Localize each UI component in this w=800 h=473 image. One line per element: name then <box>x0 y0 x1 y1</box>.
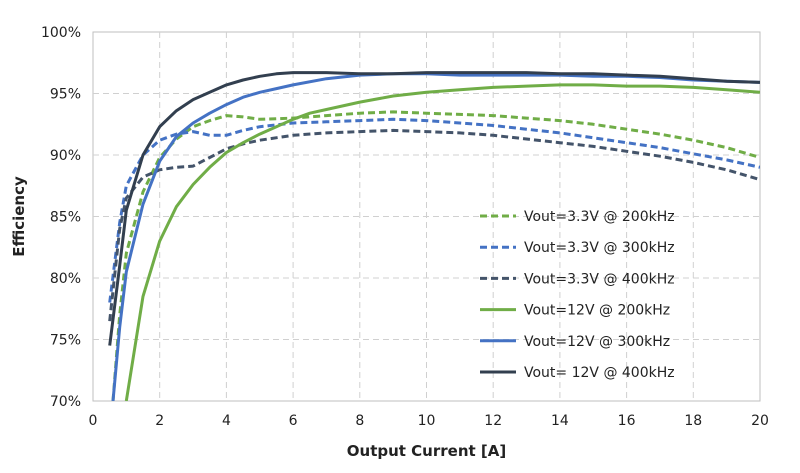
x-tick-label: 18 <box>684 413 702 429</box>
y-axis-title: Efficiency <box>10 176 28 257</box>
series-line-2 <box>108 117 760 303</box>
y-tick-label: 90% <box>50 148 81 164</box>
legend-label-5: Vout=12V @ 300kHz <box>524 334 670 350</box>
x-tick-label: 12 <box>484 413 502 429</box>
y-tick-label: 75% <box>50 333 81 349</box>
series-line-6 <box>108 71 760 346</box>
y-tick-label: 70% <box>50 394 81 410</box>
series-line-1 <box>111 110 760 401</box>
legend: Vout=3.3V @ 200kHz Vout=3.3V @ 300kHz Vout… <box>480 209 675 381</box>
series-line-4 <box>124 83 760 401</box>
axes: 70% 75% 80% 85% 90% 95% 100% 0 2 4 6 8 10 12 14 16 18 20 <box>41 25 769 429</box>
series-lines <box>108 71 760 401</box>
y-tick-label: 100% <box>41 25 81 41</box>
series-line-5 <box>111 72 760 401</box>
series-line-3 <box>108 128 760 322</box>
x-tick-label: 14 <box>551 413 569 429</box>
x-tick-label: 4 <box>222 413 231 429</box>
x-tick-label: 8 <box>355 413 364 429</box>
x-axis-title: Output Current [A] <box>347 442 506 460</box>
y-tick-label: 80% <box>50 271 81 287</box>
x-tick-label: 10 <box>418 413 436 429</box>
legend-label-3: Vout=3.3V @ 400kHz <box>524 271 675 287</box>
x-tick-label: 20 <box>751 413 769 429</box>
legend-label-1: Vout=3.3V @ 200kHz <box>524 209 675 225</box>
legend-label-4: Vout=12V @ 200kHz <box>524 303 670 319</box>
x-tick-label: 6 <box>289 413 298 429</box>
legend-label-6: Vout= 12V @ 400kHz <box>524 365 675 381</box>
y-tick-label: 95% <box>50 87 81 103</box>
legend-label-2: Vout=3.3V @ 300kHz <box>524 240 675 256</box>
x-tick-label: 2 <box>155 413 164 429</box>
y-tick-label: 85% <box>50 210 81 226</box>
x-tick-label: 16 <box>618 413 636 429</box>
x-tick-label: 0 <box>89 413 98 429</box>
